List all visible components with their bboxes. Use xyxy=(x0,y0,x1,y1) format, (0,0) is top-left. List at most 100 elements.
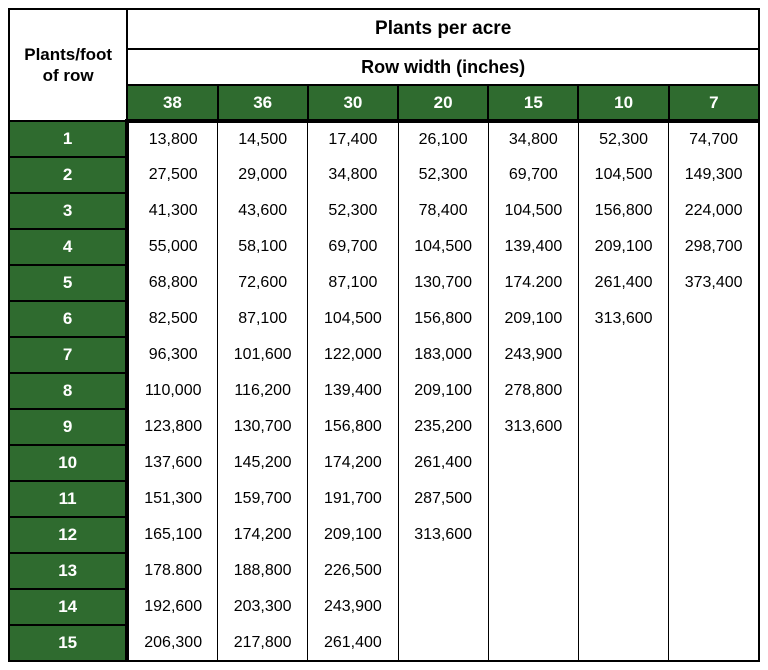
table-cell xyxy=(669,553,759,589)
table-cell xyxy=(488,625,578,661)
table-cell: 373,400 xyxy=(669,265,759,301)
table-cell: 261,400 xyxy=(398,445,488,481)
table-cell: 209,100 xyxy=(308,517,398,553)
table-cell: 34,800 xyxy=(308,157,398,193)
table-cell: 69,700 xyxy=(308,229,398,265)
table-cell: 235,200 xyxy=(398,409,488,445)
table-cell xyxy=(578,625,668,661)
row-header: 12 xyxy=(9,517,127,553)
row-header: 2 xyxy=(9,157,127,193)
table-row: 8110,000116,200139,400209,100278,800 xyxy=(9,373,759,409)
table-cell: 69,700 xyxy=(488,157,578,193)
table-row: 12165,100174,200209,100313,600 xyxy=(9,517,759,553)
table-cell: 174,200 xyxy=(218,517,308,553)
table-cell xyxy=(578,481,668,517)
table-cell xyxy=(488,589,578,625)
table-cell xyxy=(488,481,578,517)
table-cell xyxy=(669,337,759,373)
table-cell: 104,500 xyxy=(578,157,668,193)
table-cell xyxy=(669,301,759,337)
table-cell: 41,300 xyxy=(127,193,217,229)
table-cell: 159,700 xyxy=(218,481,308,517)
table-cell: 96,300 xyxy=(127,337,217,373)
table-row: 13178.800188,800226,500 xyxy=(9,553,759,589)
table-cell: 191,700 xyxy=(308,481,398,517)
table-row: 682,50087,100104,500156,800209,100313,60… xyxy=(9,301,759,337)
table-cell: 313,600 xyxy=(488,409,578,445)
table-cell: 278,800 xyxy=(488,373,578,409)
table-cell: 104,500 xyxy=(398,229,488,265)
column-header: 38 xyxy=(127,85,217,121)
table-cell: 192,600 xyxy=(127,589,217,625)
table-cell: 116,200 xyxy=(218,373,308,409)
table-cell xyxy=(398,553,488,589)
table-cell: 17,400 xyxy=(308,121,398,157)
table-row: 11151,300159,700191,700287,500 xyxy=(9,481,759,517)
table-cell: 156,800 xyxy=(398,301,488,337)
table-cell: 13,800 xyxy=(127,121,217,157)
table-cell: 206,300 xyxy=(127,625,217,661)
table-cell xyxy=(669,625,759,661)
table-cell xyxy=(669,481,759,517)
table-cell: 165,100 xyxy=(127,517,217,553)
table-cell: 313,600 xyxy=(578,301,668,337)
table-cell xyxy=(578,553,668,589)
column-header: 30 xyxy=(308,85,398,121)
table-row: 227,50029,00034,80052,30069,700104,50014… xyxy=(9,157,759,193)
row-header: 8 xyxy=(9,373,127,409)
table-cell xyxy=(669,409,759,445)
table-cell: 104,500 xyxy=(488,193,578,229)
row-header: 13 xyxy=(9,553,127,589)
table-cell xyxy=(398,625,488,661)
table-cell: 217,800 xyxy=(218,625,308,661)
table-cell: 82,500 xyxy=(127,301,217,337)
table-cell: 26,100 xyxy=(398,121,488,157)
table-cell: 110,000 xyxy=(127,373,217,409)
table-cell: 52,300 xyxy=(578,121,668,157)
table-cell: 261,400 xyxy=(308,625,398,661)
table-cell xyxy=(578,589,668,625)
table-cell: 243,900 xyxy=(488,337,578,373)
table-cell: 87,100 xyxy=(308,265,398,301)
table-cell: 178.800 xyxy=(127,553,217,589)
table-cell: 68,800 xyxy=(127,265,217,301)
row-header: 1 xyxy=(9,121,127,157)
column-header: 15 xyxy=(488,85,578,121)
table-body: 113,80014,50017,40026,10034,80052,30074,… xyxy=(9,121,759,661)
table-cell xyxy=(669,517,759,553)
table-cell: 52,300 xyxy=(308,193,398,229)
table-cell xyxy=(488,553,578,589)
table-cell xyxy=(578,337,668,373)
table-cell xyxy=(488,517,578,553)
column-header: 10 xyxy=(578,85,668,121)
table-cell: 287,500 xyxy=(398,481,488,517)
table-cell: 130,700 xyxy=(218,409,308,445)
table-cell: 188,800 xyxy=(218,553,308,589)
table-cell: 209,100 xyxy=(578,229,668,265)
table-cell: 14,500 xyxy=(218,121,308,157)
table-cell: 174,200 xyxy=(308,445,398,481)
table-cell: 101,600 xyxy=(218,337,308,373)
table-title-sub: Row width (inches) xyxy=(127,49,759,85)
row-header-label: Plants/foot of row xyxy=(9,9,127,121)
table-cell: 226,500 xyxy=(308,553,398,589)
table-cell: 174.200 xyxy=(488,265,578,301)
row-header-label-line2: of row xyxy=(10,65,126,86)
table-cell: 123,800 xyxy=(127,409,217,445)
table-cell: 209,100 xyxy=(488,301,578,337)
row-header: 15 xyxy=(9,625,127,661)
table-cell xyxy=(669,373,759,409)
table-cell xyxy=(669,445,759,481)
table-row: 9123,800130,700156,800235,200313,600 xyxy=(9,409,759,445)
table-row: 455,00058,10069,700104,500139,400209,100… xyxy=(9,229,759,265)
table-title-top: Plants per acre xyxy=(127,9,759,49)
table-cell: 156,800 xyxy=(308,409,398,445)
plants-per-acre-table: Plants/foot of row Plants per acre Row w… xyxy=(8,8,760,662)
table-cell: 183,000 xyxy=(398,337,488,373)
table-cell: 224,000 xyxy=(669,193,759,229)
table-cell: 139,400 xyxy=(488,229,578,265)
table-cell: 78,400 xyxy=(398,193,488,229)
table-cell: 149,300 xyxy=(669,157,759,193)
table-cell: 298,700 xyxy=(669,229,759,265)
column-header: 36 xyxy=(218,85,308,121)
